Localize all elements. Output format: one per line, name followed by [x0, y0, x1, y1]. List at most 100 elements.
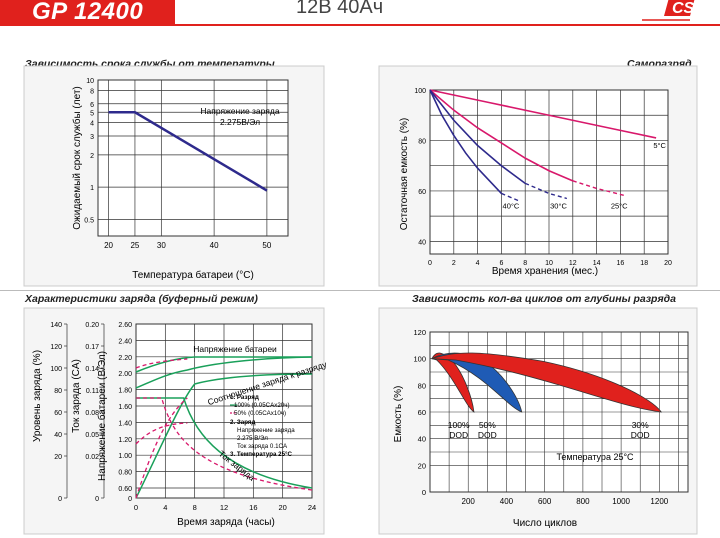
- battery-spec: 12В 40Ач: [296, 0, 384, 18]
- x-tick-label: 1000: [612, 497, 630, 506]
- y-tick-label: 40: [418, 239, 426, 246]
- legend-l1: 100% (0.05CAx20ч): [234, 402, 290, 409]
- x-tick-label: 8: [523, 260, 527, 267]
- x-tick-label: 200: [462, 497, 476, 506]
- current-tick-label: 0.08: [85, 410, 99, 417]
- soc-tick-label: 120: [50, 344, 62, 351]
- voltage-tick-label: 2.40: [118, 338, 132, 345]
- soc-tick-label: 140: [50, 322, 62, 329]
- life-line: [108, 111, 268, 192]
- voltage-tick-label: 1.60: [118, 404, 132, 411]
- y-tick-label: 3: [90, 134, 94, 141]
- legend-l3: Напряжение заряда: [237, 427, 295, 434]
- annotation-l1: Напряжение заряда: [200, 106, 279, 116]
- soc-tick-label: 40: [54, 432, 62, 439]
- x-tick-label: 14: [593, 260, 601, 267]
- y-tick-label: 60: [418, 408, 426, 417]
- y-tick-label: 10: [86, 78, 94, 85]
- y-axis-label: Емкость (%): [393, 386, 404, 443]
- x-tick-label: 20: [104, 241, 113, 250]
- voltage-tick-label: 2.20: [118, 355, 132, 362]
- voltage-tick-label: 1.40: [118, 420, 132, 427]
- x-tick-label: 10: [545, 260, 553, 267]
- legend-h1: 1. Разряд: [230, 394, 259, 401]
- x-tick-label: 24: [308, 503, 316, 512]
- soc-tick-label: 80: [54, 388, 62, 395]
- series-line: [429, 89, 526, 184]
- dod-label: 100%: [448, 420, 470, 430]
- soc-tick-label: 20: [54, 454, 62, 461]
- x-tick-label: 20: [278, 503, 286, 512]
- charge-characteristics-chart: 0 4 8 12 16 20 24 2.60 2.40 2.20 2.00 1.80 1.60 1.40 1…: [23, 307, 329, 535]
- annotation-l2: 2.275В/Эл: [220, 117, 260, 127]
- dod-label: 50%: [479, 420, 496, 430]
- soc-tick-label: 0: [58, 496, 62, 503]
- current-curve-50: [136, 397, 313, 491]
- axis-label-current: Ток заряда (CA): [71, 359, 82, 433]
- x-tick-label: 30: [157, 241, 166, 250]
- x-tick-label: 40: [210, 241, 219, 250]
- series-extrapolation: [501, 192, 520, 202]
- x-tick-label: 18: [640, 260, 648, 267]
- dod-label: DOD: [478, 430, 497, 440]
- y-tick-label: 0.5: [84, 217, 94, 224]
- x-tick-label: 4: [163, 503, 167, 512]
- x-tick-label: 0: [428, 260, 432, 267]
- x-tick-label: 12: [569, 260, 577, 267]
- series-extrapolation: [524, 182, 568, 200]
- x-axis-label: Число циклов: [513, 518, 577, 529]
- y-axis-label: Ожидаемый срок службы (лет): [71, 86, 83, 229]
- series-extrapolation: [572, 180, 627, 197]
- x-tick-label: 16: [617, 260, 625, 267]
- temperature-note: Температура 25°C: [556, 452, 634, 462]
- y-tick-label: 2: [90, 153, 94, 160]
- svg-text:CSB: CSB: [672, 0, 700, 17]
- dod-label: DOD: [631, 430, 650, 440]
- current-tick-label: 0.05: [85, 432, 99, 439]
- current-tick-label: 0.17: [85, 344, 99, 351]
- current-tick-label: 0: [95, 496, 99, 503]
- csb-logo-icon: CSB: [642, 0, 700, 21]
- series-label: 25°C: [611, 202, 628, 211]
- y-tick-label: 40: [418, 435, 426, 444]
- chart4-title: Зависимость кол-ва циклов от глубины раз…: [412, 293, 676, 305]
- x-tick-label: 50: [262, 241, 271, 250]
- voltage-tick-label: 1.20: [118, 437, 132, 444]
- x-axis-label: Температура батареи (°C): [132, 269, 254, 281]
- x-tick-label: 400: [500, 497, 514, 506]
- voltage-curve-label: Напряжение батареи: [193, 344, 277, 354]
- chart3-title: Характеристики заряда (буферный режим): [25, 293, 258, 305]
- voltage-tick-label: 1.80: [118, 388, 132, 395]
- y-tick-label: 100: [414, 88, 426, 95]
- soc-tick-label: 100: [50, 366, 62, 373]
- current-tick-label: 0.14: [85, 366, 99, 373]
- charge-level-50b: [135, 422, 188, 445]
- header-line: [175, 24, 720, 26]
- legend-h2: 2. Заряд: [230, 419, 256, 426]
- y-tick-label: 4: [90, 121, 94, 128]
- dod-label: 30%: [632, 420, 649, 430]
- current-tick-label: 0.02: [85, 454, 99, 461]
- y-tick-label: 60: [418, 189, 426, 196]
- dod-area: [431, 352, 663, 413]
- x-tick-label: 2: [452, 260, 456, 267]
- y-tick-label: 80: [418, 381, 426, 390]
- y-tick-label: 8: [90, 88, 94, 95]
- series-label: 40°C: [503, 202, 520, 211]
- legend-l4: 2.275 В/Эл: [237, 435, 268, 442]
- soc-curve-100: [135, 356, 313, 389]
- series-line: [429, 89, 574, 182]
- y-axis-label: Остаточная емкость (%): [399, 118, 410, 231]
- legend-l5: Ток заряда 0.1CA: [237, 443, 288, 450]
- voltage-tick-label: 2.00: [118, 371, 132, 378]
- x-axis-label: Время заряда (часы): [177, 517, 275, 528]
- y-tick-label: 5: [90, 110, 94, 117]
- x-tick-label: 8: [193, 503, 197, 512]
- series-label: 30°C: [550, 202, 567, 211]
- header: GP 12400 12В 40Ач CSB: [0, 0, 720, 36]
- legend-l2: 50% (0.05CAx10ч): [234, 410, 286, 417]
- x-tick-label: 600: [538, 497, 552, 506]
- voltage-tick-label: 1.00: [118, 453, 132, 460]
- x-tick-label: 25: [130, 241, 139, 250]
